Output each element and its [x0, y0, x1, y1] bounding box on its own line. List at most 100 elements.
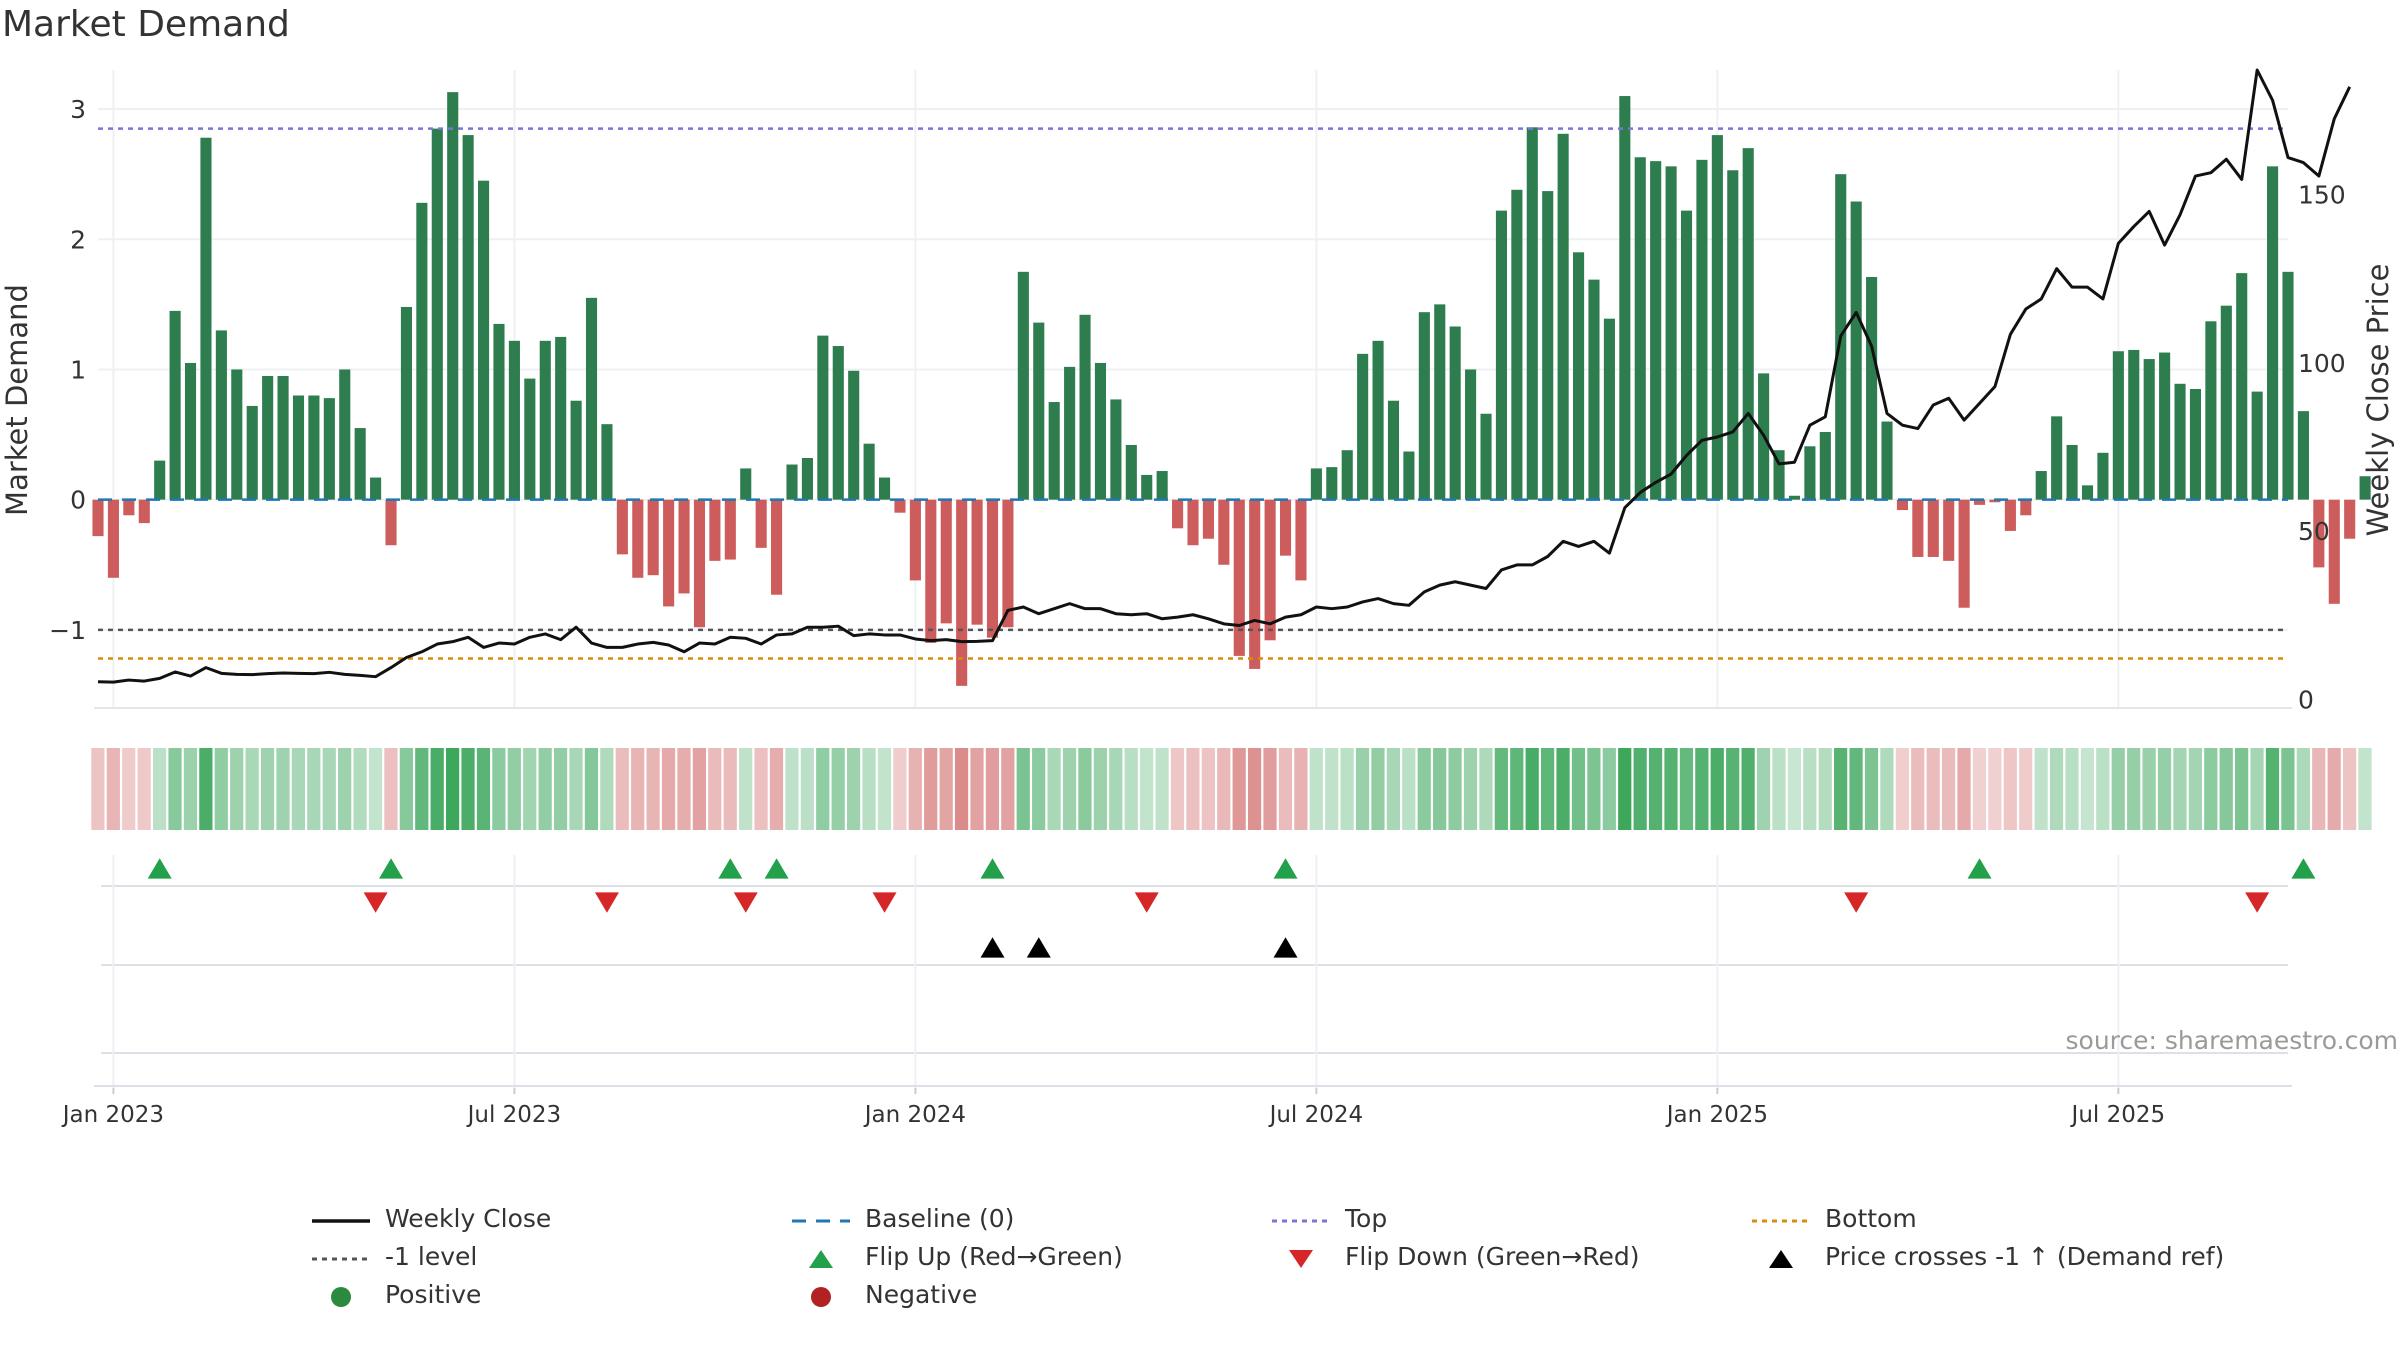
x-tick-label: Jan 2023 [61, 1102, 164, 1128]
heat-cell [2219, 748, 2233, 830]
heat-cell [507, 748, 521, 830]
heat-cell [1911, 748, 1925, 830]
legend-icon [809, 1250, 833, 1268]
heat-cell [1062, 748, 1077, 830]
heat-cell [1386, 748, 1400, 830]
heat-cell [492, 748, 506, 830]
heat-cell [245, 748, 259, 830]
demand-bar [200, 137, 212, 500]
demand-bar [1079, 314, 1091, 500]
demand-bar [447, 92, 459, 500]
demand-bar [585, 297, 598, 500]
heat-cell [800, 748, 814, 830]
heat-cell [476, 748, 491, 830]
heat-cell [2003, 748, 2017, 830]
heat-cell [769, 748, 784, 830]
heat-cell [538, 748, 552, 830]
demand-bar [1881, 421, 1893, 500]
heat-cell [646, 748, 660, 830]
heat-cell [677, 748, 691, 830]
demand-bar [292, 395, 305, 500]
demand-bar [956, 499, 968, 686]
flip-down-marker [1844, 892, 1869, 913]
legend-icon [331, 1287, 351, 1307]
heat-cell [1541, 748, 1555, 830]
demand-bar [431, 128, 443, 500]
legend-label: Positive [385, 1280, 482, 1309]
demand-bar [1511, 189, 1523, 500]
heat-cell [1217, 748, 1231, 830]
legend-swatch [1289, 1250, 1313, 1268]
demand-bar [1372, 340, 1384, 500]
demand-bar [1357, 353, 1369, 500]
heat-cell [276, 748, 290, 830]
heat-cell [2127, 748, 2141, 830]
demand-bar [1804, 446, 1816, 500]
heat-cell [1294, 748, 1308, 830]
heat-cell [338, 748, 352, 830]
demand-bar [1696, 159, 1708, 500]
demand-bar [107, 499, 119, 578]
demand-bar [478, 180, 490, 500]
demand-bar [1033, 322, 1045, 500]
heat-cell [1864, 748, 1879, 830]
heat-cell [183, 748, 198, 830]
demand-bar [663, 499, 675, 607]
demand-bar [1326, 467, 1338, 500]
demand-bar [323, 398, 335, 500]
demand-bar [1557, 133, 1569, 500]
demand-bar [2220, 305, 2232, 500]
demand-bar [2097, 452, 2109, 500]
heat-cell [1325, 748, 1339, 830]
demand-bar [1542, 191, 1554, 500]
heat-cell [1016, 748, 1030, 830]
heat-cell [1695, 748, 1709, 830]
heat-cell [1941, 748, 1956, 830]
legend-item: Negative [790, 1280, 1260, 1314]
heat-cell [893, 748, 907, 830]
demand-bar [1573, 252, 1585, 500]
demand-bar [231, 369, 243, 500]
flip-up-marker [147, 858, 172, 879]
heat-cell [723, 748, 737, 830]
demand-bar [1279, 499, 1292, 556]
heat-cell [1263, 748, 1277, 830]
heat-cell [1618, 748, 1632, 830]
heat-cell [1170, 748, 1185, 830]
demand-bar [1218, 499, 1230, 565]
flip-down-marker [872, 892, 897, 913]
heat-cell [260, 748, 275, 830]
y-axis-title: Market Demand [0, 284, 34, 516]
heat-cell [1957, 748, 1971, 830]
heat-cell [877, 748, 892, 830]
flip-up-marker [764, 858, 789, 879]
legend-item: Weekly Close [310, 1204, 780, 1238]
demand-bar [215, 330, 227, 500]
heat-cell [1078, 748, 1092, 830]
demand-bar [2313, 499, 2325, 568]
demand-bar [570, 400, 582, 500]
heat-cell [692, 748, 706, 830]
heat-cell [1741, 748, 1755, 830]
demand-bar [385, 499, 397, 546]
heat-cell [461, 748, 475, 830]
market-demand-chart: −1 0 1 2 3 0 50 100 150 Market Demand Weekly Close… [0, 68, 2398, 1128]
legend-label: Bottom [1825, 1204, 1917, 1233]
demand-bar [1850, 201, 1862, 500]
legend-icon [811, 1287, 831, 1307]
heat-cell [2034, 748, 2048, 830]
y2-tick-label: 50 [2298, 517, 2330, 546]
heat-cell [1371, 748, 1385, 830]
heat-cell [230, 748, 244, 830]
demand-bar [832, 346, 844, 500]
demand-bar [1773, 450, 1785, 500]
heat-cell [553, 748, 568, 830]
legend-label: -1 level [385, 1242, 478, 1271]
heat-cell [106, 748, 120, 830]
heat-cell [2111, 748, 2125, 830]
legend-label: Baseline (0) [865, 1204, 1015, 1233]
demand-bar [2051, 416, 2063, 500]
demand-bar [817, 335, 829, 500]
heat-cell [631, 748, 645, 830]
demand-bar [277, 375, 289, 500]
